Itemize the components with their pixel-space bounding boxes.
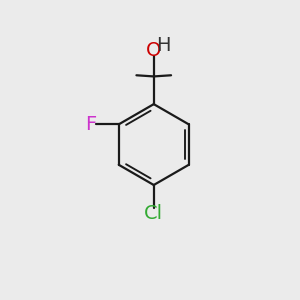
Text: Cl: Cl <box>144 204 163 224</box>
Text: F: F <box>85 115 96 134</box>
Text: O: O <box>146 41 161 60</box>
Text: H: H <box>156 36 171 56</box>
